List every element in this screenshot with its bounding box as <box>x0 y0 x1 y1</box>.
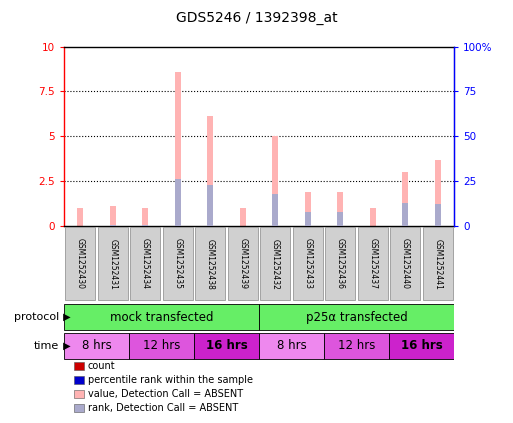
Text: 8 hrs: 8 hrs <box>277 339 306 352</box>
Bar <box>272 136 278 226</box>
Bar <box>305 212 311 226</box>
Bar <box>110 225 116 226</box>
Text: GSM1252439: GSM1252439 <box>239 239 247 289</box>
Bar <box>435 204 441 226</box>
Text: 12 hrs: 12 hrs <box>338 339 375 352</box>
FancyBboxPatch shape <box>324 332 389 359</box>
Text: time: time <box>34 341 59 351</box>
Bar <box>402 172 408 226</box>
FancyBboxPatch shape <box>194 332 259 359</box>
Bar <box>435 159 441 226</box>
FancyBboxPatch shape <box>261 228 290 300</box>
Text: rank, Detection Call = ABSENT: rank, Detection Call = ABSENT <box>88 403 238 413</box>
Text: GSM1252436: GSM1252436 <box>336 239 345 289</box>
Text: p25α transfected: p25α transfected <box>306 310 407 324</box>
Text: 16 hrs: 16 hrs <box>206 339 247 352</box>
Text: GSM1252435: GSM1252435 <box>173 239 182 289</box>
Bar <box>175 71 181 226</box>
Bar <box>143 225 148 226</box>
Bar <box>272 194 278 226</box>
FancyBboxPatch shape <box>259 332 324 359</box>
Bar <box>207 184 213 226</box>
Bar <box>175 179 181 226</box>
FancyBboxPatch shape <box>325 228 355 300</box>
Text: GDS5246 / 1392398_at: GDS5246 / 1392398_at <box>175 11 338 25</box>
Bar <box>370 208 376 226</box>
FancyBboxPatch shape <box>64 332 129 359</box>
FancyBboxPatch shape <box>64 304 259 330</box>
Bar <box>402 203 408 226</box>
Bar <box>207 116 213 226</box>
Bar <box>110 206 116 226</box>
Bar <box>338 212 343 226</box>
Bar <box>240 208 246 226</box>
Text: GSM1252437: GSM1252437 <box>368 239 377 289</box>
Text: GSM1252431: GSM1252431 <box>108 239 117 289</box>
Text: 16 hrs: 16 hrs <box>401 339 442 352</box>
Text: 12 hrs: 12 hrs <box>143 339 180 352</box>
FancyBboxPatch shape <box>259 304 454 330</box>
FancyBboxPatch shape <box>390 228 420 300</box>
Text: count: count <box>88 361 115 371</box>
Text: 8 hrs: 8 hrs <box>82 339 111 352</box>
Text: GSM1252441: GSM1252441 <box>433 239 442 289</box>
Text: protocol: protocol <box>14 312 59 322</box>
FancyBboxPatch shape <box>129 332 194 359</box>
Text: GSM1252433: GSM1252433 <box>303 239 312 289</box>
FancyBboxPatch shape <box>358 228 388 300</box>
Text: ▶: ▶ <box>60 341 71 351</box>
Text: GSM1252434: GSM1252434 <box>141 239 150 289</box>
Bar <box>305 192 311 226</box>
Bar <box>77 208 83 226</box>
Text: GSM1252438: GSM1252438 <box>206 239 215 289</box>
FancyBboxPatch shape <box>423 228 452 300</box>
FancyBboxPatch shape <box>98 228 128 300</box>
Bar <box>338 192 343 226</box>
Text: GSM1252432: GSM1252432 <box>271 239 280 289</box>
Text: percentile rank within the sample: percentile rank within the sample <box>88 375 253 385</box>
FancyBboxPatch shape <box>66 228 95 300</box>
FancyBboxPatch shape <box>389 332 454 359</box>
FancyBboxPatch shape <box>195 228 225 300</box>
Text: value, Detection Call = ABSENT: value, Detection Call = ABSENT <box>88 389 243 399</box>
Text: GSM1252440: GSM1252440 <box>401 239 410 289</box>
FancyBboxPatch shape <box>130 228 160 300</box>
Text: mock transfected: mock transfected <box>110 310 213 324</box>
FancyBboxPatch shape <box>228 228 258 300</box>
Bar <box>143 208 148 226</box>
FancyBboxPatch shape <box>293 228 323 300</box>
Text: ▶: ▶ <box>60 312 71 322</box>
FancyBboxPatch shape <box>163 228 193 300</box>
Text: GSM1252430: GSM1252430 <box>76 239 85 289</box>
